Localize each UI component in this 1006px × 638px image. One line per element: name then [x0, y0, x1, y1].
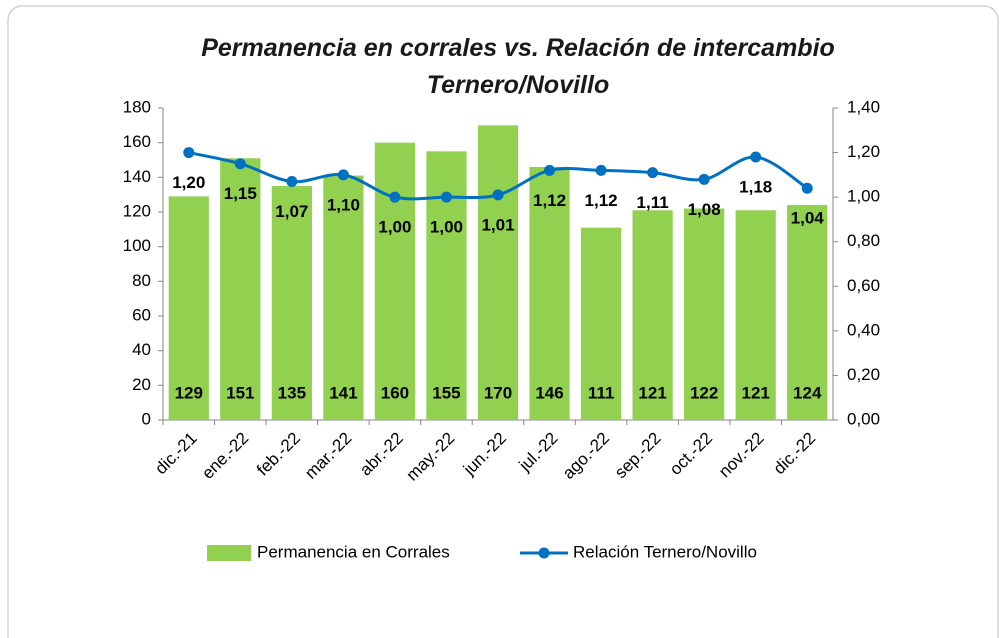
- y-tick-label: 180: [123, 97, 151, 116]
- legend-label: Permanencia en Corrales: [257, 542, 450, 561]
- line-value-label: 1,12: [585, 191, 618, 210]
- line-value-label: 1,18: [739, 178, 772, 197]
- bar-value-label: 122: [690, 383, 718, 402]
- y2-tick-label: 1,20: [847, 142, 880, 161]
- y2-tick-label: 0,60: [847, 276, 880, 295]
- line-marker: [595, 164, 607, 176]
- bar-value-label: 151: [226, 383, 254, 402]
- y-tick-label: 0: [142, 409, 151, 428]
- line-marker: [647, 167, 659, 179]
- line-value-label: 1,00: [430, 218, 463, 237]
- chart-title: Permanencia en corrales vs. Relación de …: [201, 34, 835, 99]
- bar-value-label: 124: [793, 383, 822, 402]
- y-tick-label: 100: [123, 236, 151, 255]
- bar: [323, 175, 364, 420]
- bar: [787, 205, 828, 420]
- line-value-label: 1,00: [378, 218, 411, 237]
- bar-value-label: 121: [742, 383, 770, 402]
- line-marker: [801, 182, 813, 194]
- y-tick-label: 140: [123, 167, 151, 186]
- y2-tick-label: 0,80: [847, 231, 880, 250]
- y2-tick-label: 1,40: [847, 97, 880, 116]
- line-marker: [544, 164, 556, 176]
- line-marker: [183, 147, 195, 159]
- line-marker: [492, 189, 504, 201]
- line-value-label: 1,11: [637, 193, 669, 212]
- legend-swatch: [207, 545, 251, 561]
- line-value-label: 1,01: [481, 215, 514, 234]
- line-marker: [337, 169, 349, 181]
- bar-value-label: 141: [329, 383, 357, 402]
- line-marker: [389, 191, 401, 203]
- line-value-label: 1,20: [172, 173, 205, 192]
- line-marker: [234, 158, 246, 170]
- y-tick-label: 120: [123, 201, 151, 220]
- bar: [426, 151, 467, 421]
- bar: [374, 142, 416, 420]
- bar-value-label: 170: [484, 383, 512, 402]
- bar: [220, 158, 261, 420]
- bar: [580, 227, 622, 420]
- bar-value-label: 146: [535, 383, 563, 402]
- bar-value-label: 155: [432, 383, 460, 402]
- y-tick-label: 20: [132, 375, 151, 394]
- y2-tick-label: 0,20: [847, 365, 880, 384]
- bar-value-label: 111: [588, 383, 615, 402]
- bar: [271, 186, 312, 420]
- y2-tick-label: 1,00: [847, 187, 880, 206]
- line-value-label: 1,04: [791, 209, 825, 228]
- line-value-label: 1,10: [327, 195, 360, 214]
- bar-value-label: 129: [175, 383, 203, 402]
- bar: [477, 125, 519, 420]
- bar: [684, 208, 725, 420]
- y-tick-label: 80: [132, 271, 151, 290]
- y2-tick-label: 0,00: [847, 409, 880, 428]
- legend-swatch-marker: [538, 547, 550, 559]
- line-marker: [698, 173, 710, 185]
- bar-value-label: 160: [381, 383, 409, 402]
- bar: [168, 196, 209, 420]
- bar: [735, 210, 776, 420]
- legend-label: Relación Ternero/Novillo: [573, 542, 757, 561]
- line-value-label: 1,07: [275, 202, 308, 221]
- bar: [632, 210, 673, 420]
- y-tick-label: 60: [132, 305, 151, 324]
- bar-value-label: 121: [638, 383, 666, 402]
- y2-tick-label: 0,40: [847, 320, 880, 339]
- y-tick-label: 160: [123, 132, 151, 151]
- line-value-label: 1,12: [533, 191, 566, 210]
- line-marker: [750, 151, 762, 163]
- y-tick-label: 40: [132, 340, 151, 359]
- bar: [529, 166, 570, 420]
- bar-value-label: 135: [278, 383, 306, 402]
- line-value-label: 1,08: [688, 200, 721, 219]
- line-marker: [286, 176, 298, 188]
- line-marker: [440, 191, 452, 203]
- line-value-label: 1,15: [224, 184, 257, 203]
